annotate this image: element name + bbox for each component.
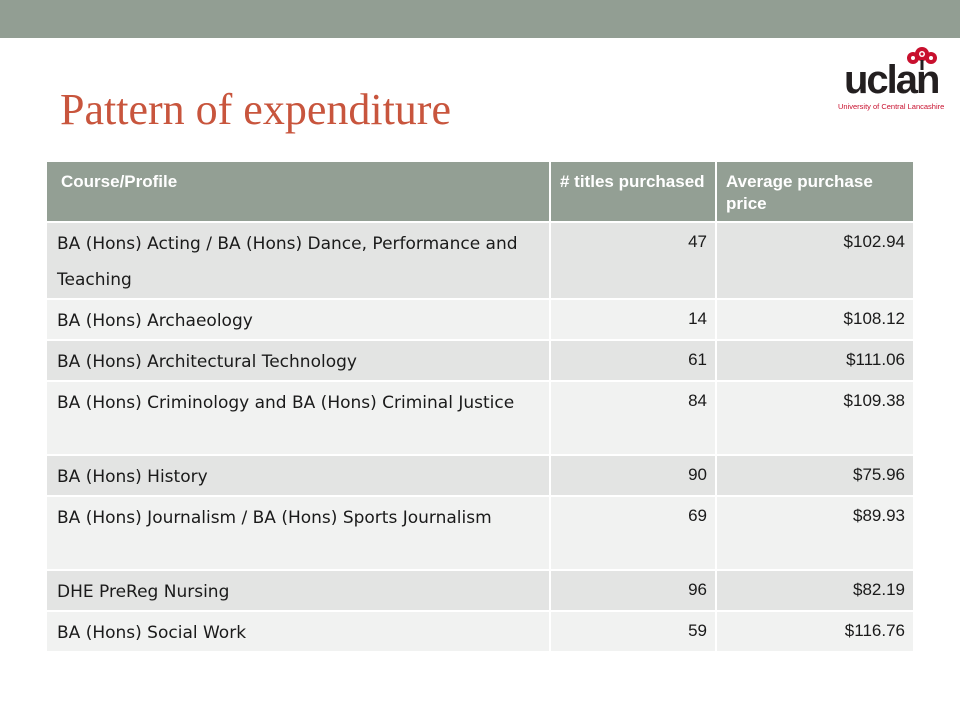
titles-cell: 47	[549, 221, 716, 299]
course-cell: BA (Hons) Acting / BA (Hons) Dance, Perf…	[47, 221, 550, 299]
titles-cell: 69	[549, 495, 716, 570]
top-bar	[0, 0, 960, 38]
table-row: BA (Hons) Social Work 59 $116.76	[47, 610, 913, 651]
logo-subtitle: University of Central Lancashire	[838, 102, 945, 111]
titles-cell: 14	[549, 298, 716, 340]
price-cell: $89.93	[715, 495, 913, 570]
course-cell: DHE PreReg Nursing	[47, 569, 550, 611]
course-cell: BA (Hons) Social Work	[47, 610, 550, 651]
table-row: BA (Hons) Archaeology 14 $108.12	[47, 298, 913, 340]
titles-cell: 90	[549, 454, 716, 496]
table-row: BA (Hons) Criminology and BA (Hons) Crim…	[47, 380, 913, 455]
course-cell: BA (Hons) Architectural Technology	[47, 339, 550, 381]
uclan-logo: uclan University of Central Lancashire	[838, 46, 945, 116]
table-row: BA (Hons) Journalism / BA (Hons) Sports …	[47, 495, 913, 570]
price-cell: $75.96	[715, 454, 913, 496]
table-row: BA (Hons) History 90 $75.96	[47, 454, 913, 496]
slide-title: Pattern of expenditure	[60, 85, 451, 134]
price-cell: $108.12	[715, 298, 913, 340]
header-course-profile: Course/Profile	[47, 162, 550, 222]
table-row: BA (Hons) Acting / BA (Hons) Dance, Perf…	[47, 221, 913, 299]
rose-icon	[907, 47, 937, 70]
price-cell: $102.94	[715, 221, 913, 299]
titles-cell: 61	[549, 339, 716, 381]
price-cell: $111.06	[715, 339, 913, 381]
table-row: DHE PreReg Nursing 96 $82.19	[47, 569, 913, 611]
header-average-price: Average purchase price	[715, 162, 913, 222]
expenditure-table: Course/Profile # titles purchased Averag…	[47, 162, 913, 651]
course-cell: BA (Hons) Archaeology	[47, 298, 550, 340]
logo-wordmark: uclan	[844, 58, 940, 102]
course-cell: BA (Hons) Criminology and BA (Hons) Crim…	[47, 380, 550, 455]
price-cell: $116.76	[715, 610, 913, 651]
course-cell: BA (Hons) History	[47, 454, 550, 496]
price-cell: $109.38	[715, 380, 913, 455]
price-cell: $82.19	[715, 569, 913, 611]
titles-cell: 96	[549, 569, 716, 611]
titles-cell: 84	[549, 380, 716, 455]
table-header-row: Course/Profile # titles purchased Averag…	[47, 162, 913, 222]
titles-cell: 59	[549, 610, 716, 651]
table-row: BA (Hons) Architectural Technology 61 $1…	[47, 339, 913, 381]
course-cell: BA (Hons) Journalism / BA (Hons) Sports …	[47, 495, 550, 570]
header-titles-purchased: # titles purchased	[549, 162, 716, 222]
